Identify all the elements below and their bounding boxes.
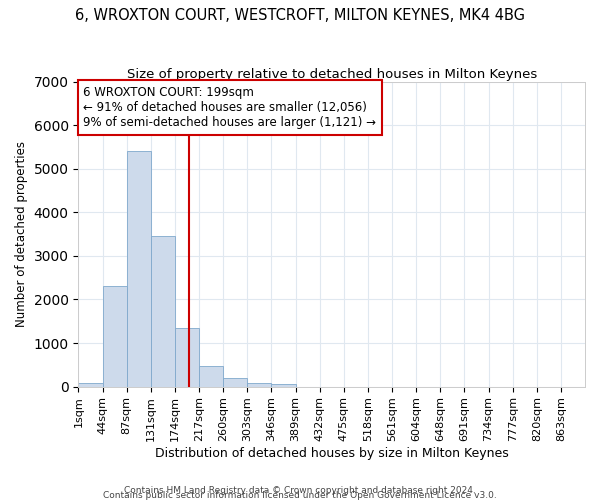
Bar (175, 328, 199, 386)
Bar (223, 378, 247, 386)
Text: Contains HM Land Registry data © Crown copyright and database right 2024.: Contains HM Land Registry data © Crown c… (124, 486, 476, 495)
Y-axis label: Number of detached properties: Number of detached properties (15, 141, 28, 327)
Bar (151, 236, 175, 386)
Bar (271, 384, 296, 386)
Bar (79, 384, 103, 386)
Text: 6, WROXTON COURT, WESTCROFT, MILTON KEYNES, MK4 4BG: 6, WROXTON COURT, WESTCROFT, MILTON KEYN… (75, 8, 525, 22)
Title: Size of property relative to detached houses in Milton Keynes: Size of property relative to detached ho… (127, 68, 537, 80)
X-axis label: Distribution of detached houses by size in Milton Keynes: Distribution of detached houses by size … (155, 447, 509, 460)
Text: 6 WROXTON COURT: 199sqm
← 91% of detached houses are smaller (12,056)
9% of semi: 6 WROXTON COURT: 199sqm ← 91% of detache… (83, 86, 376, 129)
Text: Contains public sector information licensed under the Open Government Licence v3: Contains public sector information licen… (103, 491, 497, 500)
Bar (127, 152, 151, 386)
Bar (103, 286, 127, 386)
Bar (247, 382, 271, 386)
Bar (199, 366, 223, 386)
